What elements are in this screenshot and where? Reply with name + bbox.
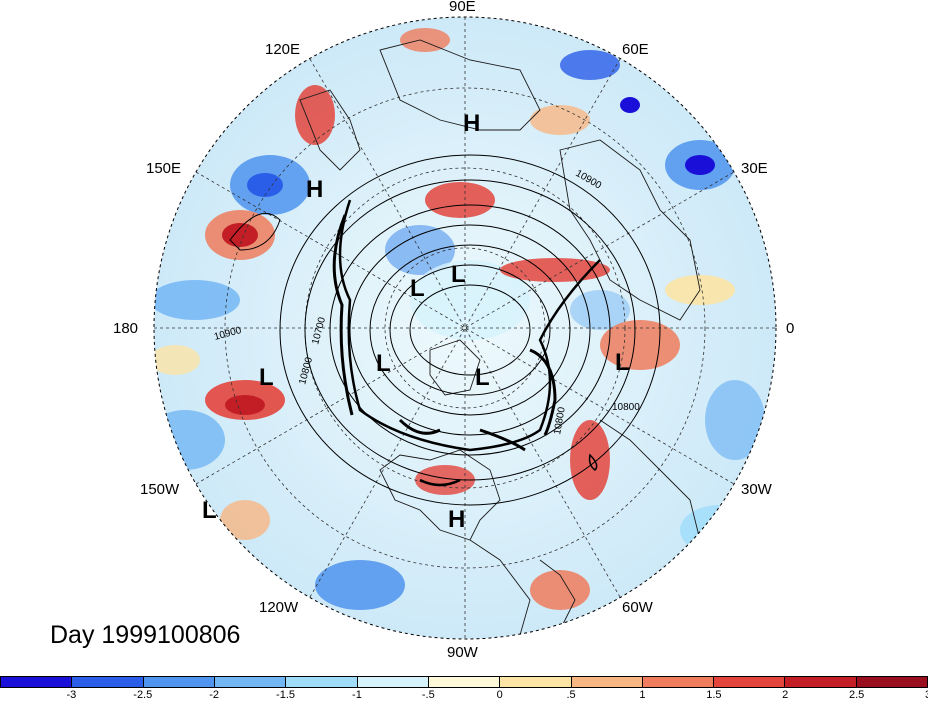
colorbar-swatch <box>214 677 287 687</box>
pressure-systems: H H H L L L L L L L <box>202 110 630 533</box>
lon-label-120w: 120W <box>259 599 299 616</box>
lon-label-90e: 90E <box>449 0 476 15</box>
colorbar-tick-label: -2 <box>209 689 220 701</box>
colorbar-tick-label: 1 <box>639 689 646 701</box>
colorbar-tick-label: -2.5 <box>133 689 153 701</box>
lon-label-150e: 150E <box>146 160 182 177</box>
lon-label-30w: 30W <box>741 481 772 498</box>
colorbar-swatch <box>642 677 715 687</box>
colorbar-tick-label: -1 <box>352 689 362 701</box>
colorbar-tick-label: -1.5 <box>276 689 296 701</box>
colorbar-tick-label: 3 <box>925 689 928 701</box>
lon-label-60w: 60W <box>622 599 653 616</box>
colorbar-swatch <box>1 677 73 687</box>
low-pressure-marker: L <box>615 349 630 376</box>
low-pressure-marker: L <box>202 497 217 524</box>
colorbar-tick-label: -3 <box>66 689 77 701</box>
map-boundary <box>153 16 777 640</box>
colorbar-tick-label: 2 <box>782 689 789 701</box>
colorbar-swatch <box>357 677 429 687</box>
colorbar-swatch <box>286 677 358 687</box>
high-pressure-marker: H <box>306 176 323 203</box>
colorbar <box>0 676 928 688</box>
lon-label-0: 0 <box>786 320 795 337</box>
lon-label-150w: 150W <box>140 481 180 498</box>
contour-label: 10800 <box>552 406 568 436</box>
lon-label-60e: 60E <box>622 41 649 58</box>
colorbar-swatch <box>500 677 572 687</box>
colorbar-tick-label: -.5 <box>421 689 435 701</box>
colorbar-tick-label: 0 <box>496 689 503 701</box>
colorbar-tick-label: 1.5 <box>706 689 722 701</box>
colorbar-swatch <box>72 677 144 687</box>
colorbar-swatch <box>714 677 786 687</box>
colorbar-swatch <box>785 677 857 687</box>
coastlines <box>299 39 701 636</box>
graticule <box>154 17 776 639</box>
colorbar-swatch <box>571 677 643 687</box>
low-pressure-marker: L <box>376 350 391 377</box>
low-pressure-marker: L <box>475 364 490 391</box>
lon-label-90w: 90W <box>447 644 478 661</box>
contour-label: 10800 <box>612 402 640 413</box>
high-pressure-marker: H <box>448 506 465 533</box>
lon-label-30e: 30E <box>741 160 768 177</box>
colorbar-swatch <box>856 677 928 687</box>
day-label: Day 1999100806 <box>50 621 241 649</box>
low-pressure-marker: L <box>410 275 425 302</box>
colorbar-swatch <box>143 677 215 687</box>
colorbar-tick-label: 2.5 <box>848 689 865 701</box>
lon-label-180: 180 <box>113 320 139 337</box>
low-pressure-marker: L <box>451 261 466 288</box>
height-contours <box>229 154 661 506</box>
lon-label-120e: 120E <box>265 41 301 58</box>
colorbar-tick-label: .5 <box>566 689 576 701</box>
low-pressure-marker: L <box>259 364 274 391</box>
high-pressure-marker: H <box>463 110 480 137</box>
colorbar-swatch <box>428 677 501 687</box>
